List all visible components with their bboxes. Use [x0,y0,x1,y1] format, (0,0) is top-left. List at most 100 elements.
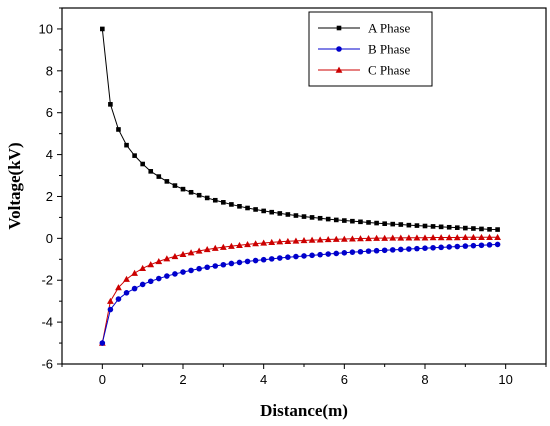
b-phase-point [244,258,251,265]
y-tick-label: 10 [39,21,53,36]
b-phase-point [438,244,444,251]
a-phase-point [350,218,355,224]
b-phase-point [268,256,275,262]
a-phase-point [382,221,387,226]
b-phase-point [131,285,138,292]
x-tick-label: 0 [99,372,106,387]
a-phase-point [342,218,347,223]
x-tick-label: 10 [498,372,512,387]
a-phase-point [204,195,210,201]
b-phase-point [381,247,388,254]
c-phase-point [486,233,493,241]
c-phase-point [147,261,155,268]
c-phase-point [494,233,501,241]
b-phase-point [494,241,501,248]
b-phase-point [293,253,299,260]
b-phase-point [301,253,307,259]
a-phase-point [374,220,379,226]
b-phase-point [107,306,114,313]
x-tick-label: 2 [179,372,186,387]
legend-c-phase-label: C Phase [368,63,410,78]
b-phase-point [228,260,235,267]
b-phase-point [115,296,122,302]
b-phase-point [389,247,396,253]
b-phase-point [406,246,412,252]
legend-b-phase-label: B Phase [368,42,410,57]
a-phase-point [100,26,105,32]
x-axis-title: Distance(m) [260,401,348,420]
a-phase-point [164,179,170,184]
c-phase-point [453,234,461,241]
a-phase-point [446,224,452,230]
b-phase-point [365,248,372,254]
y-tick-label: 4 [46,147,53,162]
c-phase-point [236,241,243,248]
c-phase-point [470,233,477,241]
y-tick-label: 0 [46,231,53,246]
ticks-layer: 0 2 4 6 8 10 -6 -4 -2 0 2 4 6 8 10 [39,7,547,387]
a-phase-point [269,209,275,215]
c-phase-point [421,234,429,241]
b-phase-point [236,259,243,266]
b-phase-point [156,275,162,282]
b-phase-point [139,281,146,288]
b-phase-point [252,257,259,264]
a-phase-point [180,186,186,192]
b-phase-point [414,245,420,252]
c-phase-point [389,234,397,241]
a-phase-point [237,204,242,209]
b-phase-point [341,250,348,256]
c-phase-point [115,284,122,291]
a-phase-point [285,212,291,217]
b-phase-point [123,290,130,296]
c-phase-point [219,243,227,250]
a-phase-point [414,223,420,228]
a-phase-point [188,189,194,195]
legend-a-phase-marker [336,25,342,31]
a-phase-point [430,224,436,229]
a-phase-point [253,207,258,212]
c-phase-point [300,237,308,244]
c-phase-point [445,234,453,241]
c-phase-point [437,234,445,241]
a-phase-point [454,225,460,230]
c-phase-point [461,233,469,241]
c-phase-point [405,234,413,241]
legend: A Phase B Phase C Phase [308,11,433,87]
c-phase-point [171,252,179,260]
a-phase-point [366,220,371,225]
c-phase-point [308,236,316,243]
a-phase-point [277,211,283,216]
b-phase-point [260,256,267,263]
a-phase-point [245,205,250,211]
c-phase-point [332,235,340,242]
a-phase-point [140,161,145,167]
c-phase-point [252,240,259,247]
y-axis-title: Voltage(kV) [5,142,24,229]
a-phase-point [422,223,428,229]
b-phase-point [478,242,485,249]
a-phase-point [479,226,484,232]
plot-frame [61,7,547,365]
legend-c-phase-marker [335,66,343,73]
y-tick-label: -2 [41,273,53,288]
c-phase-point [123,275,130,282]
c-phase-point [187,249,195,256]
a-phase-point [317,215,323,221]
legend-b-phase-marker [336,46,342,52]
a-phase-point [156,174,162,179]
a-phase-point [148,169,154,174]
a-phase-point [132,153,137,158]
c-phase-point [244,241,251,248]
b-phase-point [462,243,469,249]
a-phase-point [293,213,299,218]
c-phase-point [228,242,235,249]
y-tick-label: -4 [41,315,53,330]
c-phase-point [478,233,485,241]
c-phase-line [101,236,498,344]
c-phase-point [139,264,147,272]
b-phase-point [430,244,436,251]
a-phase-line [101,28,498,231]
y-tick-label: -6 [41,357,53,372]
b-phase-line [101,243,498,344]
